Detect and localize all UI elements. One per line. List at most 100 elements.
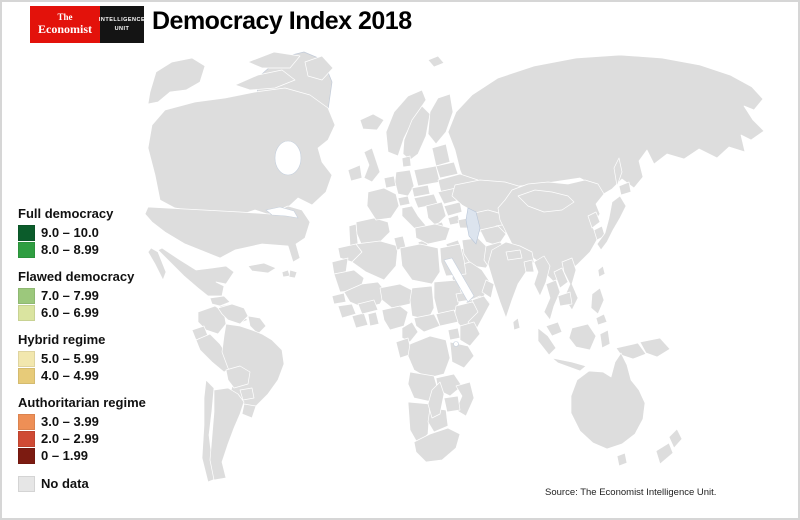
- region-sri-lanka: [512, 317, 521, 331]
- legend-range: 8.0 – 8.99: [41, 242, 99, 257]
- region-niger: [379, 283, 413, 309]
- legend-row: 6.0 – 6.99: [18, 304, 158, 321]
- region-argentina: [209, 387, 245, 481]
- swatch-7-7.99: [18, 287, 35, 304]
- region-bulgaria: [443, 201, 463, 217]
- legend-range: 4.0 – 4.99: [41, 368, 99, 383]
- region-oman: [481, 279, 495, 299]
- source-note: Source: The Economist Intelligence Unit.: [545, 487, 717, 498]
- region-sweden: [402, 105, 431, 161]
- region-belgium-netherlands: [383, 175, 397, 189]
- legend-row: 5.0 – 5.99: [18, 350, 158, 367]
- region-new-zealand: [655, 428, 683, 465]
- caspian-sea: [465, 207, 481, 245]
- legend-row: 0 – 1.99: [18, 447, 158, 464]
- region-svalbard: [427, 55, 445, 68]
- region-france: [366, 187, 400, 221]
- region-ireland: [347, 164, 363, 182]
- legend-group-label: Hybrid regime: [18, 332, 106, 347]
- region-turkey: [414, 223, 451, 245]
- intelligence-unit-logo: INTELLIGENCE UNIT: [98, 6, 146, 43]
- legend-group-label: Flawed democracy: [18, 269, 135, 284]
- region-thailand: [543, 279, 561, 321]
- legend-row: 2.0 – 2.99: [18, 430, 158, 447]
- region-baltics: [431, 143, 451, 167]
- region-bangladesh: [523, 259, 535, 273]
- economist-logo: The Economist: [30, 6, 100, 43]
- region-indonesia: [537, 323, 613, 382]
- region-zimbabwe: [443, 395, 461, 413]
- region-belarus: [435, 161, 459, 179]
- region-iceland: [359, 113, 385, 131]
- legend: Full democracy 9.0 – 10.0 8.0 – 8.99 Fla…: [18, 206, 158, 492]
- region-usa: [144, 205, 311, 263]
- region-laos: [553, 267, 569, 289]
- region-switzerland: [397, 195, 411, 207]
- region-afghanistan: [479, 225, 507, 247]
- region-guyanas: [247, 315, 267, 335]
- region-japan: [596, 181, 632, 251]
- legend-range: 5.0 – 5.99: [41, 351, 99, 366]
- intelligence-unit-line1: INTELLIGENCE: [98, 17, 146, 24]
- economist-logo-line1: The: [57, 12, 73, 23]
- region-nepal: [505, 249, 523, 261]
- swatch-no-data: [18, 475, 35, 492]
- region-germany: [394, 169, 415, 197]
- region-south-africa: [413, 427, 461, 463]
- region-uruguay: [241, 403, 257, 419]
- region-algeria: [351, 240, 399, 281]
- map-water-overlays: [265, 140, 481, 347]
- region-cameroon: [401, 321, 419, 343]
- region-china: [497, 179, 605, 283]
- region-kenya: [459, 321, 481, 347]
- legend-row: 3.0 – 3.99: [18, 413, 158, 430]
- legend-row-no-data: No data: [18, 475, 158, 492]
- great-lakes: [265, 206, 299, 219]
- legend-range: No data: [41, 476, 89, 491]
- region-libya: [399, 243, 441, 285]
- region-finland: [427, 93, 454, 145]
- legend-range: 0 – 1.99: [41, 448, 88, 463]
- legend-range: 2.0 – 2.99: [41, 431, 99, 446]
- hudson-bay: [274, 140, 302, 176]
- lake-victoria: [453, 341, 459, 347]
- legend-row: 9.0 – 10.0: [18, 224, 158, 241]
- region-ghana: [367, 311, 380, 327]
- region-australia: [570, 352, 646, 450]
- legend-group-label: Full democracy: [18, 206, 114, 221]
- swatch-6-6.99: [18, 304, 35, 321]
- region-senegal: [331, 292, 347, 305]
- region-papua-new-guinea: [639, 337, 671, 358]
- legend-row: 7.0 – 7.99: [18, 287, 158, 304]
- region-myanmar: [533, 255, 551, 297]
- region-venezuela: [217, 303, 249, 325]
- region-mexico: [147, 247, 235, 297]
- legend-group-full-democracy: Full democracy 9.0 – 10.0 8.0 – 8.99: [18, 206, 158, 258]
- region-nigeria: [381, 305, 409, 331]
- region-taiwan: [597, 265, 606, 278]
- region-poland: [413, 165, 441, 187]
- region-tanzania: [449, 341, 475, 369]
- legend-range: 9.0 – 10.0: [41, 225, 99, 240]
- region-uk: [363, 147, 381, 183]
- region-czech-slovakia: [411, 184, 431, 198]
- region-guatemala-honduras: [209, 295, 231, 307]
- region-brazil: [221, 323, 285, 411]
- legend-range: 3.0 – 3.99: [41, 414, 99, 429]
- intelligence-unit-line2: UNIT: [114, 25, 130, 32]
- swatch-9-10: [18, 224, 35, 241]
- region-india: [487, 241, 535, 319]
- region-malaysia: [545, 321, 563, 337]
- region-russia: [447, 54, 765, 197]
- region-paraguay: [239, 387, 255, 401]
- region-denmark: [401, 155, 412, 168]
- region-uganda: [447, 327, 461, 341]
- region-guinea: [337, 303, 357, 319]
- region-south-sudan: [435, 309, 459, 327]
- region-balkans: [425, 201, 447, 227]
- red-sea: [443, 257, 475, 303]
- swatch-5-5.99: [18, 350, 35, 367]
- region-mozambique: [455, 381, 475, 417]
